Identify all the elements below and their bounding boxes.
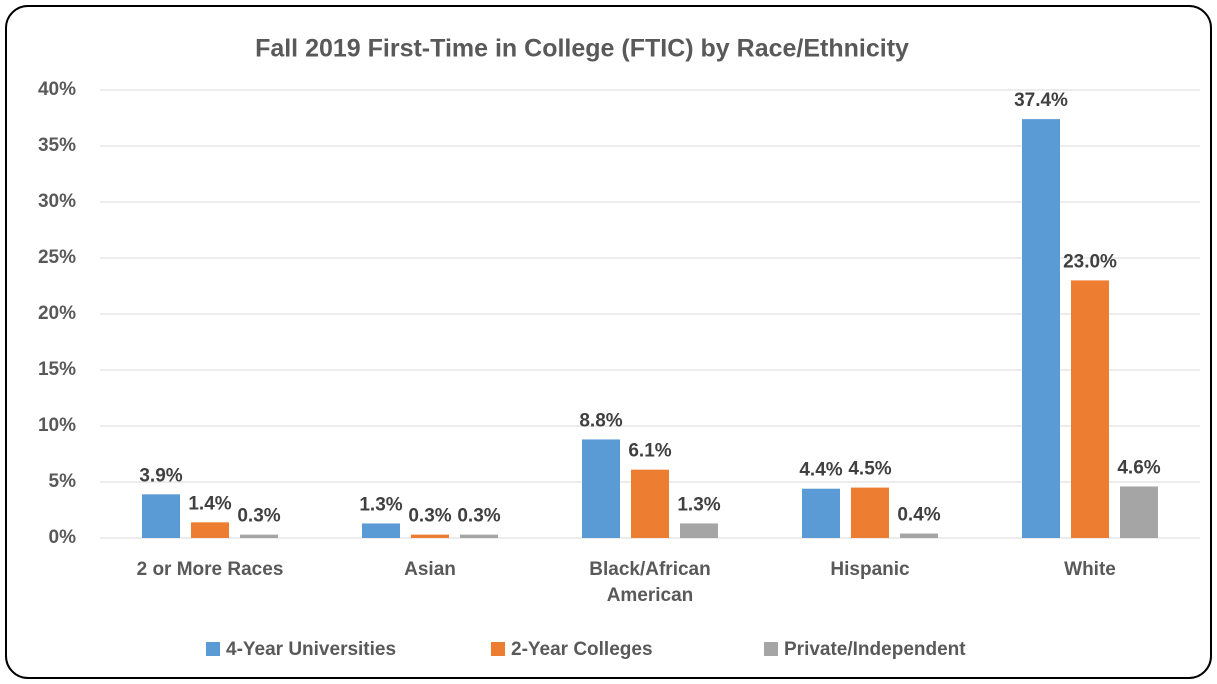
data-label: 0.3% [408,506,451,527]
x-tick-label: Asian [404,559,456,580]
data-label: 3.9% [139,465,182,486]
legend-label: 2-Year Colleges [511,639,653,660]
y-tick-label: 5% [49,471,77,492]
bar [631,469,669,538]
legend-label: Private/Independent [784,639,966,660]
bar [362,523,400,538]
x-tick-label: White [1064,559,1116,580]
y-tick-label: 15% [38,359,76,380]
data-label: 8.8% [579,410,622,431]
data-label: 4.6% [1117,457,1160,478]
y-tick-label: 35% [38,135,76,156]
bar [802,488,840,538]
bar [900,533,938,538]
data-label: 1.3% [359,494,402,515]
data-label: 4.4% [799,460,842,481]
bar [680,523,718,538]
y-tick-label: 0% [49,527,77,548]
legend-swatch [491,642,505,656]
bar [191,522,229,538]
legend-swatch [206,642,220,656]
bar [1071,280,1109,538]
y-tick-label: 20% [38,303,76,324]
legend-label: 4-Year Universities [226,639,396,660]
chart-title: Fall 2019 First-Time in College (FTIC) b… [255,35,909,63]
bar [240,534,278,538]
bar [460,534,498,538]
data-label: 6.1% [628,441,671,462]
y-tick-label: 25% [38,247,76,268]
y-tick-label: 10% [38,415,76,436]
data-label: 1.4% [188,493,231,514]
x-tick-label: Black/African American [589,559,711,606]
data-label: 4.5% [848,459,891,480]
data-label: 0.3% [457,506,500,527]
y-tick-label: 40% [38,79,76,100]
data-label: 23.0% [1063,251,1117,272]
bar [142,494,180,538]
bar [1022,119,1060,539]
x-tick-label: 2 or More Races [136,559,284,580]
bar [851,487,889,538]
bar [411,534,449,538]
data-label: 0.4% [897,505,940,526]
data-label: 1.3% [677,494,720,515]
y-tick-label: 30% [38,191,76,212]
legend-swatch [764,642,778,656]
data-label: 37.4% [1014,90,1068,111]
bar [1120,486,1158,538]
bar [582,439,620,538]
x-tick-label: Hispanic [830,559,910,580]
chart-frame [5,5,1212,679]
data-label: 0.3% [237,506,280,527]
